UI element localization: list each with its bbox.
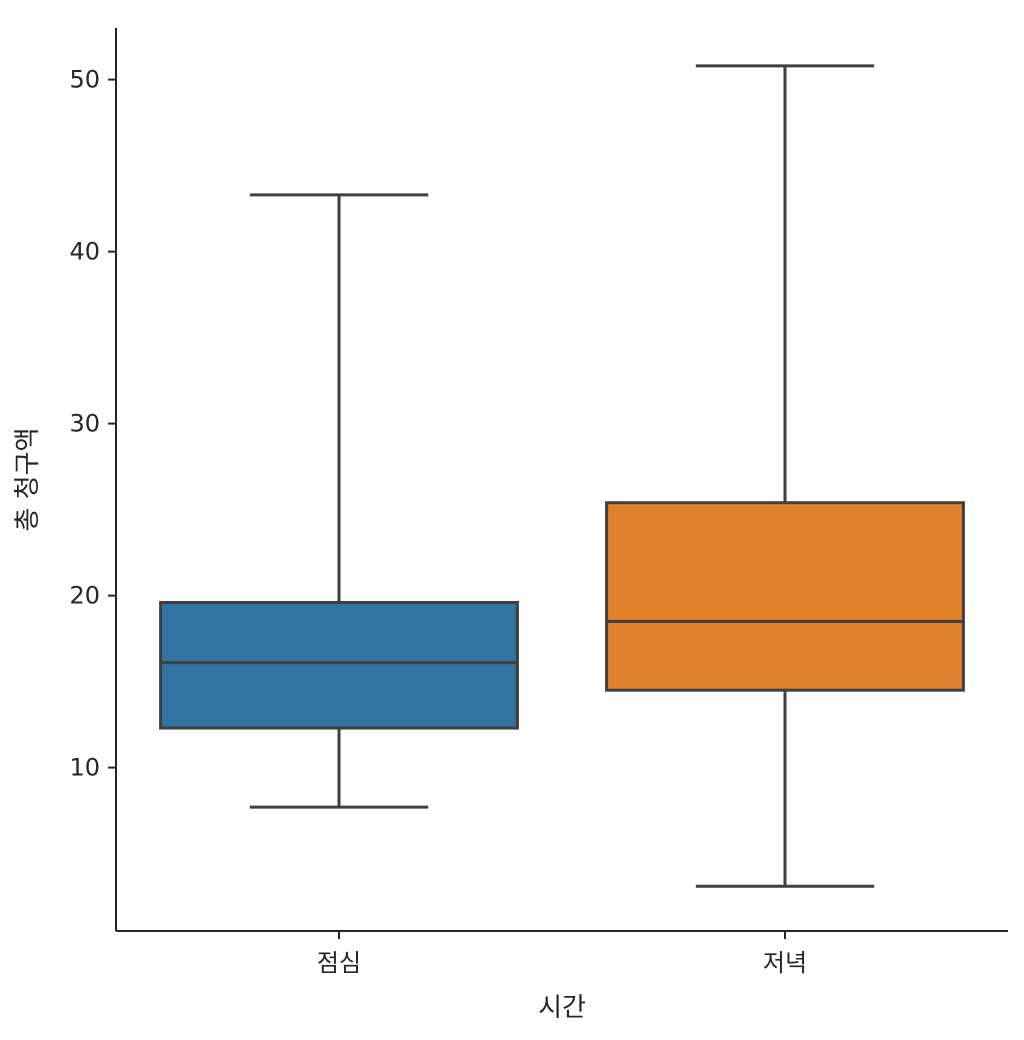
x-tick-label: 점심 xyxy=(317,949,361,977)
y-tick-label: 40 xyxy=(69,238,100,266)
box-2 xyxy=(605,64,965,888)
y-tick-label: 10 xyxy=(69,754,100,782)
y-tick-label: 20 xyxy=(69,582,100,610)
box-body xyxy=(605,501,965,692)
y-tick-label: 50 xyxy=(69,66,100,94)
y-axis-label: 총 청구액 xyxy=(13,428,43,532)
x-tick-label: 저녁 xyxy=(763,949,807,977)
box-1 xyxy=(159,193,519,809)
y-axis-ticks: 10 20 30 40 50 xyxy=(69,66,116,782)
y-tick-label: 30 xyxy=(69,410,100,438)
x-axis-ticks: 점심 저녁 xyxy=(317,931,807,977)
box-body xyxy=(159,600,519,730)
x-axis-label: 시간 xyxy=(538,993,586,1023)
plot-area xyxy=(159,64,965,888)
